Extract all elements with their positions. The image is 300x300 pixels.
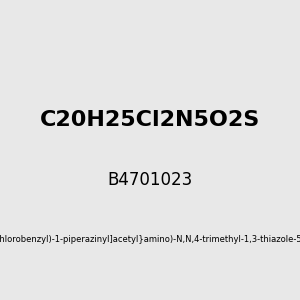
Text: 2-({[4-(2,6-dichlorobenzyl)-1-piperazinyl]acetyl}amino)-N,N,4-trimethyl-1,3-thia: 2-({[4-(2,6-dichlorobenzyl)-1-piperaziny…	[0, 236, 300, 244]
Text: B4701023: B4701023	[107, 171, 193, 189]
Text: C20H25Cl2N5O2S: C20H25Cl2N5O2S	[40, 110, 260, 130]
